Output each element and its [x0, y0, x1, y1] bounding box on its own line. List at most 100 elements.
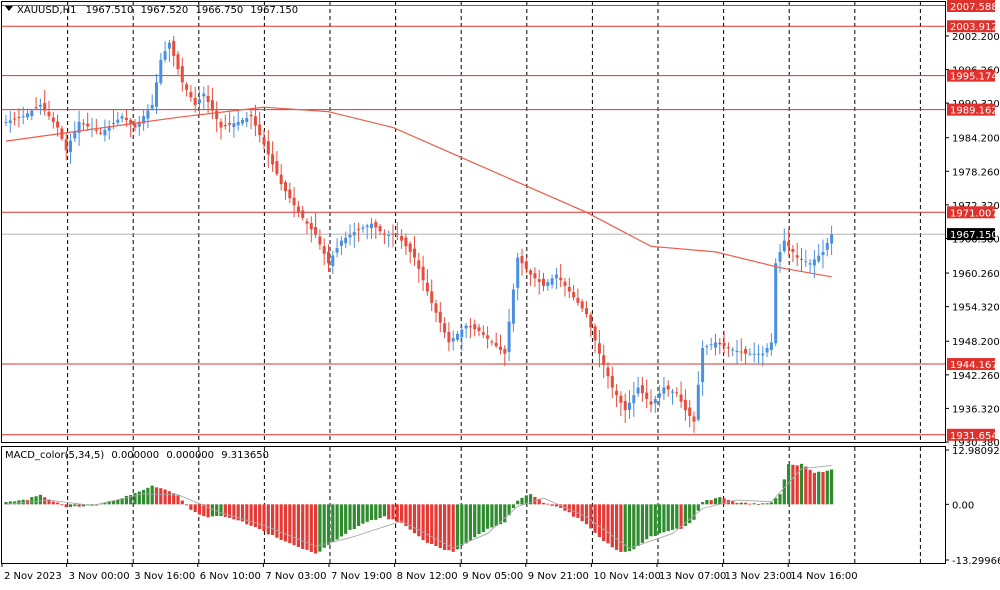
macd-bar — [228, 504, 232, 518]
candle-body — [623, 400, 627, 411]
macd-bar — [279, 504, 283, 540]
candle-body — [26, 113, 29, 118]
candle-body — [120, 116, 124, 119]
candle-body — [718, 342, 722, 345]
candle-body — [692, 416, 696, 422]
candle-body — [417, 260, 421, 269]
candle-body — [232, 123, 236, 128]
macd-bar — [576, 504, 580, 518]
candle-body — [443, 323, 447, 333]
macd-bar — [154, 487, 159, 505]
moving-average-line — [5, 106, 832, 278]
candle-body — [735, 350, 739, 353]
macd-bar — [395, 504, 399, 522]
candle-body — [696, 384, 700, 420]
macd-bar — [619, 504, 623, 552]
macd-bar — [524, 495, 528, 505]
current-price-tag-text: 1967.150 — [950, 230, 998, 241]
level-tag-text: 2003.912 — [950, 22, 998, 33]
candle-body — [524, 261, 528, 269]
candle-body — [722, 342, 726, 347]
macd-bar — [159, 488, 163, 505]
macd-bar — [163, 489, 167, 505]
macd-bar — [378, 504, 382, 519]
candle-body — [408, 243, 412, 252]
level-price-tags: 2007.588 2003.912 1995.174 1989.162 1971.007… — [947, 0, 998, 442]
macd-bar — [443, 504, 447, 550]
candle-body — [817, 255, 821, 262]
level-tag-box — [947, 358, 995, 371]
candle-body — [103, 129, 107, 136]
macd-bar — [636, 504, 640, 547]
candle-body — [17, 116, 21, 118]
macd-bar — [791, 464, 795, 505]
candle-body — [94, 129, 98, 131]
candle-body — [606, 367, 610, 377]
macd-bar — [434, 504, 438, 546]
candle-body — [241, 119, 244, 124]
macd-bar — [90, 504, 94, 506]
candle-body — [51, 117, 55, 122]
candle-body — [520, 256, 524, 264]
macd-bar — [765, 503, 769, 505]
macd-bar — [150, 485, 154, 505]
candle-body — [374, 222, 378, 228]
candle-body — [542, 278, 545, 286]
candle-body — [473, 324, 477, 330]
macd-bar — [322, 504, 326, 548]
candle-body — [262, 137, 266, 145]
symbol-separator: , — [59, 5, 62, 16]
macd-bar — [516, 500, 520, 505]
macd-bar — [133, 493, 137, 505]
candle-body — [301, 210, 305, 218]
macd-histogram — [4, 463, 834, 554]
candle-body — [529, 270, 533, 275]
ohlc-close: 1967.150 — [250, 5, 298, 16]
macd-bar — [283, 504, 288, 542]
macd-bar — [215, 504, 219, 517]
candle-body — [215, 110, 219, 120]
candle-body — [425, 282, 429, 292]
candle-body — [486, 335, 490, 339]
x-tick-label: 3 Nov 00:00 — [69, 571, 130, 582]
candle-body — [645, 392, 649, 399]
candle-body — [597, 343, 601, 354]
y-tick-label: 1954.320 — [952, 303, 1000, 314]
macd-bar — [391, 504, 395, 520]
candle-body — [731, 349, 735, 351]
candle-body — [830, 234, 834, 244]
candle-body — [284, 182, 287, 192]
candle-body — [155, 82, 158, 107]
x-tick-label: 7 Nov 19:00 — [331, 571, 392, 582]
candle-body — [322, 246, 326, 254]
menu-arrow-icon[interactable] — [5, 6, 13, 11]
macd-bar — [683, 504, 687, 526]
candle-body — [464, 325, 468, 329]
x-tick-label: 2 Nov 2023 — [4, 571, 62, 582]
macd-bar — [713, 498, 718, 505]
candle-body — [296, 206, 300, 213]
macd-bar — [593, 504, 597, 533]
macd-bar — [821, 472, 825, 505]
macd-bar — [103, 502, 107, 505]
macd-bar — [799, 463, 804, 505]
candle-body — [567, 286, 571, 292]
macd-bar — [30, 497, 34, 505]
candle-body — [705, 346, 709, 348]
candle-body — [451, 338, 455, 342]
time-axis[interactable]: 2 Nov 2023 3 Nov 00:00 3 Nov 16:00 6 Nov 10… — [1, 563, 858, 582]
macd-bar — [430, 504, 434, 544]
macd-bar — [425, 504, 429, 543]
macd-bar — [744, 502, 748, 505]
macd-bar — [81, 504, 85, 507]
macd-bar — [111, 500, 116, 505]
y-tick-label: 1960.260 — [952, 269, 1000, 280]
candle-body — [602, 355, 606, 365]
x-tick-label: 8 Nov 12:00 — [397, 571, 458, 582]
macd-value-signal: 0.000000 — [166, 450, 214, 461]
candle-body — [649, 401, 653, 405]
candle-body — [314, 227, 318, 235]
macd-bar — [38, 494, 42, 505]
macd-bar — [314, 504, 318, 554]
